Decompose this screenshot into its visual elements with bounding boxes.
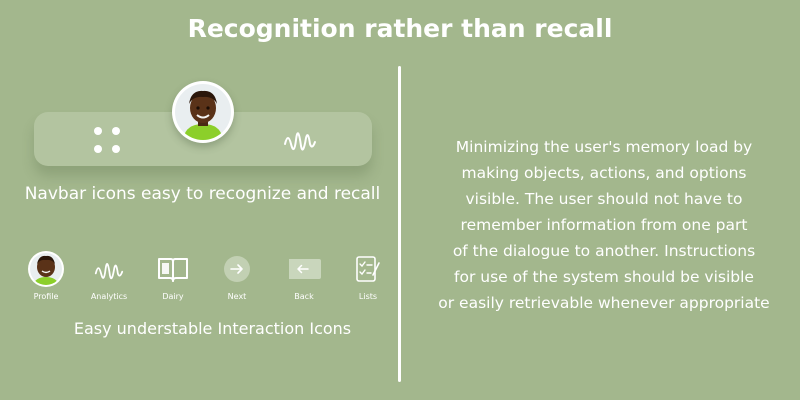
- vertical-divider: [398, 66, 401, 382]
- description-paragraph: Minimizing the user's memory load by mak…: [418, 134, 790, 316]
- profile-label: Profile: [33, 292, 59, 301]
- description-line: remember information from one part: [460, 216, 748, 234]
- interaction-icons-caption: Easy understable Interaction Icons: [73, 319, 352, 338]
- next-label: Next: [227, 292, 247, 301]
- description-line: visible. The user should not have to: [465, 190, 743, 208]
- lists-label: Lists: [358, 292, 378, 301]
- analytics-item[interactable]: Analytics: [79, 250, 139, 301]
- next-item[interactable]: Next: [207, 250, 267, 301]
- dairy-label: Dairy: [162, 292, 184, 301]
- description-line: Minimizing the user's memory load by: [455, 138, 753, 156]
- navbar-caption: Navbar icons easy to recognize and recal…: [24, 184, 381, 204]
- back-label: Back: [294, 292, 314, 301]
- description-line: making objects, actions, and options: [461, 164, 747, 182]
- profile-avatar-icon: [28, 251, 64, 287]
- lists-item[interactable]: Lists: [338, 250, 398, 301]
- dairy-item[interactable]: Dairy: [143, 250, 203, 301]
- page-title: Recognition rather than recall: [187, 14, 613, 43]
- description-line: or easily retrievable whenever appropria…: [438, 294, 770, 312]
- back-item[interactable]: Back: [274, 250, 334, 301]
- checklist-icon: [356, 256, 380, 282]
- navbar-avatar[interactable]: [172, 81, 234, 143]
- arrow-left-tag-icon: [289, 259, 321, 279]
- profile-item[interactable]: Profile: [16, 250, 76, 301]
- description-line: of the dialogue to another. Instructions: [452, 242, 756, 260]
- book-icon: [158, 258, 188, 282]
- grid-icon[interactable]: [92, 125, 122, 155]
- analytics-wave-icon: [94, 263, 124, 280]
- analytics-label: Analytics: [90, 292, 128, 301]
- description-line: for use of the system should be visible: [454, 268, 754, 286]
- wave-icon[interactable]: [283, 122, 317, 156]
- arrow-right-circle-icon: [224, 256, 250, 282]
